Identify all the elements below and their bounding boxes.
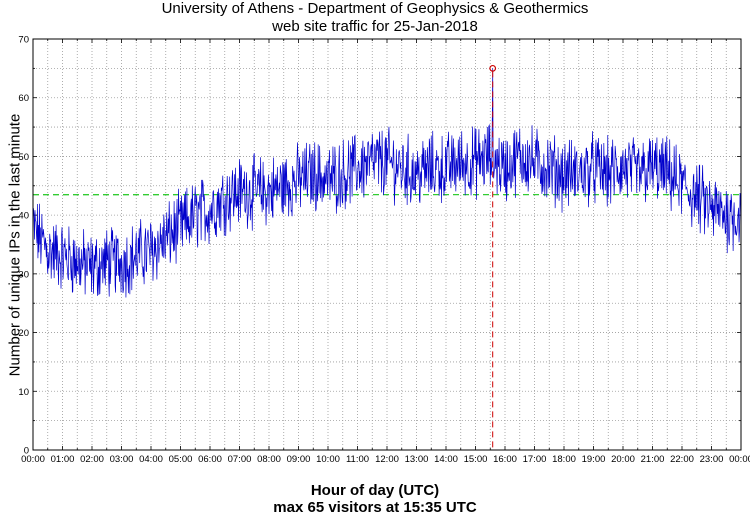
traffic-series-line — [32, 68, 742, 298]
x-tick-label: 19:00 — [582, 454, 606, 465]
x-tick-label: 11:00 — [346, 454, 369, 465]
y-tick-label: 30 — [18, 269, 29, 280]
x-tick-label: 03:00 — [110, 454, 134, 465]
x-tick-label: 21:00 — [641, 454, 665, 465]
x-tick-label: 01:00 — [51, 454, 75, 465]
y-tick-label: 20 — [18, 328, 29, 339]
x-tick-label: 00:00 — [21, 454, 45, 465]
x-tick-label: 04:00 — [139, 454, 163, 465]
y-tick-label: 50 — [18, 152, 29, 163]
x-tick-label: 18:00 — [552, 454, 576, 465]
x-tick-label: 15:00 — [464, 454, 488, 465]
x-tick-label: 14:00 — [434, 454, 458, 465]
y-tick-label: 10 — [18, 387, 29, 398]
x-axis-label: Hour of day (UTC) — [310, 482, 440, 499]
x-tick-label: 20:00 — [611, 454, 635, 465]
plot-frame — [32, 38, 742, 451]
y-tick-label: 60 — [18, 93, 29, 104]
y-axis-label: Number of unique IPs in the last minute — [6, 113, 24, 377]
x-tick-label: 12:00 — [375, 454, 399, 465]
x-tick-label: 05:00 — [169, 454, 193, 465]
y-tick-label: 0 — [24, 446, 29, 457]
x-tick-label: 17:00 — [523, 454, 547, 465]
x-tick-label: 00:00 — [729, 454, 750, 465]
x-axis-note: max 65 visitors at 15:35 UTC — [273, 499, 477, 516]
x-tick-label: 09:00 — [287, 454, 311, 465]
y-tick-label: 40 — [18, 211, 29, 222]
chart-title: University of Athens - Department of Geo… — [161, 0, 589, 17]
x-tick-label: 23:00 — [700, 454, 724, 465]
chart-subtitle: web site traffic for 25-Jan-2018 — [272, 18, 478, 35]
x-tick-label: 07:00 — [228, 454, 252, 465]
x-tick-label: 22:00 — [670, 454, 694, 465]
x-tick-label: 02:00 — [80, 454, 104, 465]
x-tick-label: 16:00 — [493, 454, 517, 465]
y-tick-label: 70 — [18, 35, 29, 46]
x-tick-label: 13:00 — [405, 454, 429, 465]
x-tick-label: 06:00 — [198, 454, 222, 465]
x-tick-label: 10:00 — [316, 454, 340, 465]
max-marker-circle — [489, 64, 497, 72]
x-tick-label: 08:00 — [257, 454, 281, 465]
